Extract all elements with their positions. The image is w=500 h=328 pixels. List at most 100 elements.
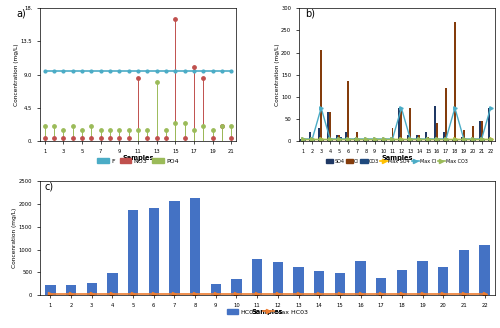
Max SO4 xyxy=(416,137,422,141)
Bar xyxy=(313,139,315,141)
Max CO3 xyxy=(461,137,467,141)
NO3 xyxy=(190,65,198,70)
Bar xyxy=(482,139,484,141)
Max CO3 xyxy=(416,137,422,141)
Max Cl xyxy=(362,137,368,141)
Bar xyxy=(445,88,447,141)
Max CO3 xyxy=(372,137,378,141)
Max CO3 xyxy=(398,137,404,141)
Bar xyxy=(347,81,349,141)
Max Cl xyxy=(318,106,324,110)
Max CO3 xyxy=(318,137,324,141)
Max SO4 xyxy=(390,137,396,141)
Max Cl xyxy=(327,137,333,141)
Max HCO3 xyxy=(440,292,446,296)
Max SO4 xyxy=(461,137,467,141)
PO4 xyxy=(209,128,217,133)
Bar xyxy=(454,22,456,141)
Max HCO3 xyxy=(88,292,94,296)
Max HCO3 xyxy=(192,292,198,296)
Bar xyxy=(356,261,366,295)
Bar xyxy=(390,139,392,141)
Max HCO3 xyxy=(399,292,405,296)
Bar xyxy=(443,133,445,141)
Max SO4 xyxy=(425,137,431,141)
PO4 xyxy=(181,120,189,125)
PO4 xyxy=(40,124,48,129)
F xyxy=(154,69,160,73)
Bar xyxy=(408,134,410,141)
Bar xyxy=(490,139,492,141)
Bar xyxy=(366,139,368,141)
Max HCO3 xyxy=(130,292,136,296)
Bar xyxy=(331,139,333,141)
NO3 xyxy=(209,135,217,140)
F xyxy=(172,69,178,73)
Max HCO3 xyxy=(358,292,364,296)
Max CO3 xyxy=(408,137,414,141)
Bar xyxy=(302,140,304,141)
Bar xyxy=(438,139,440,141)
F xyxy=(135,69,141,73)
Bar xyxy=(472,126,474,141)
Bar xyxy=(107,273,118,295)
Bar xyxy=(210,284,221,295)
Bar xyxy=(310,133,312,141)
PO4 xyxy=(124,128,132,133)
Max HCO3 xyxy=(316,292,322,296)
F xyxy=(51,69,57,73)
NO3 xyxy=(172,17,179,22)
Max SO4 xyxy=(318,137,324,141)
Max Cl xyxy=(300,137,306,141)
PO4 xyxy=(200,124,207,129)
NO3 xyxy=(200,76,207,81)
Bar xyxy=(365,139,366,141)
Bar xyxy=(380,140,382,141)
Max CO3 xyxy=(452,137,458,141)
F xyxy=(70,69,75,73)
PO4 xyxy=(106,128,114,133)
Max CO3 xyxy=(345,137,351,141)
NO3 xyxy=(124,135,132,140)
Max SO4 xyxy=(380,137,386,141)
PO4 xyxy=(116,128,124,133)
Bar xyxy=(429,139,431,141)
PO4 xyxy=(50,124,58,129)
NO3 xyxy=(60,135,68,140)
Y-axis label: Concentration (mg/L): Concentration (mg/L) xyxy=(274,43,280,106)
F xyxy=(107,69,113,73)
Text: a): a) xyxy=(16,8,26,18)
Max HCO3 xyxy=(68,292,74,296)
Line: Max SO4: Max SO4 xyxy=(302,137,492,141)
Bar xyxy=(340,137,342,141)
Max SO4 xyxy=(372,137,378,141)
PO4 xyxy=(78,128,86,133)
Max Cl xyxy=(372,137,378,141)
Max Cl xyxy=(425,137,431,141)
Max Cl xyxy=(434,137,440,141)
Bar xyxy=(436,123,438,141)
Bar xyxy=(376,278,386,295)
Max Cl xyxy=(470,137,476,141)
Bar xyxy=(372,140,374,141)
Max Cl xyxy=(390,137,396,141)
Bar xyxy=(148,209,159,295)
NO3 xyxy=(144,135,152,140)
Line: F: F xyxy=(44,70,233,72)
Bar xyxy=(459,251,469,295)
Max CO3 xyxy=(336,137,342,141)
Max HCO3 xyxy=(48,292,54,296)
PO4 xyxy=(144,128,152,133)
Max CO3 xyxy=(310,137,316,141)
F xyxy=(163,69,169,73)
Max SO4 xyxy=(470,137,476,141)
Max HCO3 xyxy=(275,292,281,296)
Max Cl xyxy=(380,137,386,141)
Bar xyxy=(86,283,97,295)
Bar xyxy=(320,50,322,141)
Bar xyxy=(418,261,428,295)
Max Cl xyxy=(408,137,414,141)
Bar xyxy=(384,139,386,141)
Y-axis label: Concenration (mg/L): Concenration (mg/L) xyxy=(12,208,18,268)
Max SO4 xyxy=(488,137,494,141)
